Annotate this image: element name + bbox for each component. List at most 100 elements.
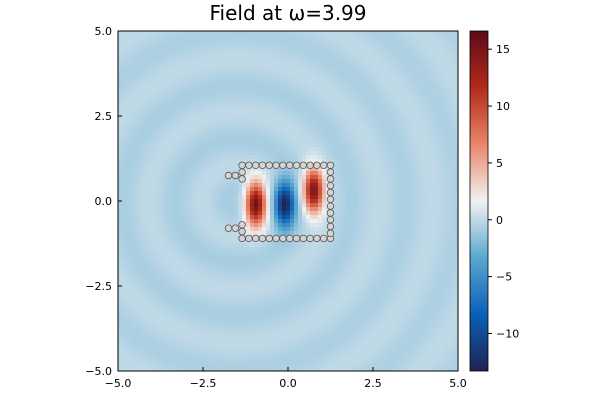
heatmap-cell xyxy=(166,159,171,164)
heatmap-cell xyxy=(238,251,243,256)
heatmap-cell xyxy=(278,255,283,260)
heatmap-cell xyxy=(338,183,343,188)
heatmap-cell xyxy=(282,47,287,52)
heatmap-cell xyxy=(278,151,283,156)
heatmap-cell xyxy=(146,111,151,116)
heatmap-cell xyxy=(310,335,315,340)
heatmap-cell xyxy=(206,155,211,160)
heatmap-cell xyxy=(158,231,163,236)
heatmap-cell xyxy=(178,231,183,236)
heatmap-cell xyxy=(158,31,163,36)
heatmap-cell xyxy=(254,295,259,300)
heatmap-cell xyxy=(250,155,255,160)
heatmap-cell xyxy=(330,343,335,348)
heatmap-cell xyxy=(310,307,315,312)
heatmap-cell xyxy=(350,215,355,220)
heatmap-cell xyxy=(202,263,207,268)
heatmap-cell xyxy=(166,163,171,168)
heatmap-cell xyxy=(230,91,235,96)
heatmap-cell xyxy=(274,263,279,268)
heatmap-cell xyxy=(242,187,247,192)
heatmap-cell xyxy=(306,247,311,252)
heatmap-cell xyxy=(270,247,275,252)
heatmap-cell xyxy=(326,131,331,136)
heatmap-cell xyxy=(334,31,339,36)
heatmap-cell xyxy=(162,207,167,212)
heatmap-cell xyxy=(302,347,307,352)
heatmap-cell xyxy=(146,247,151,252)
heatmap-cell xyxy=(254,151,259,156)
heatmap-cell xyxy=(342,143,347,148)
heatmap-cell xyxy=(182,307,187,312)
heatmap-cell xyxy=(234,59,239,64)
heatmap-cell xyxy=(302,115,307,120)
heatmap-cell xyxy=(154,147,159,152)
heatmap-cell xyxy=(250,179,255,184)
heatmap-cell xyxy=(258,367,263,371)
heatmap-cell xyxy=(206,39,211,44)
heatmap-cell xyxy=(186,287,191,292)
heatmap-cell xyxy=(282,147,287,152)
heatmap-cell xyxy=(142,195,147,200)
heatmap-cell xyxy=(210,163,215,168)
heatmap-cell xyxy=(338,115,343,120)
heatmap-cell xyxy=(174,75,179,80)
heatmap-cell xyxy=(278,315,283,320)
heatmap-cell xyxy=(126,219,131,224)
heatmap-cell xyxy=(334,331,339,336)
heatmap-cell xyxy=(226,67,231,72)
heatmap-cell xyxy=(318,127,323,132)
heatmap-cell xyxy=(162,307,167,312)
heatmap-cell xyxy=(122,119,127,124)
heatmap-cell xyxy=(294,299,299,304)
heatmap-cell xyxy=(226,79,231,84)
heatmap-cell xyxy=(182,319,187,324)
heatmap-cell xyxy=(346,219,351,224)
heatmap-cell xyxy=(334,123,339,128)
heatmap-cell xyxy=(214,215,219,220)
heatmap-cell xyxy=(154,175,159,180)
heatmap-cell xyxy=(318,139,323,144)
heatmap-cell xyxy=(162,347,167,352)
heatmap-cell xyxy=(142,355,147,360)
heatmap-cell xyxy=(262,275,267,280)
heatmap-cell xyxy=(310,347,315,352)
heatmap-cell xyxy=(198,31,203,36)
heatmap-cell xyxy=(142,219,147,224)
heatmap-cell xyxy=(210,83,215,88)
heatmap-cell xyxy=(302,191,307,196)
heatmap-cell xyxy=(138,59,143,64)
heatmap-cell xyxy=(194,95,199,100)
heatmap-cell xyxy=(270,127,275,132)
heatmap-cell xyxy=(294,187,299,192)
heatmap-cell xyxy=(138,115,143,120)
heatmap-cell xyxy=(190,275,195,280)
heatmap-cell xyxy=(150,119,155,124)
heatmap-cell xyxy=(342,235,347,240)
heatmap-cell xyxy=(286,31,291,36)
heatmap-cell xyxy=(294,223,299,228)
heatmap-cell xyxy=(346,147,351,152)
heatmap-cell xyxy=(318,263,323,268)
heatmap-cell xyxy=(286,87,291,92)
heatmap-cell xyxy=(238,255,243,260)
heatmap-cell xyxy=(286,291,291,296)
heatmap-cell xyxy=(330,75,335,80)
heatmap-cell xyxy=(154,343,159,348)
heatmap-cell xyxy=(238,327,243,332)
heatmap-cell xyxy=(334,67,339,72)
heatmap-cell xyxy=(222,59,227,64)
heatmap-cell xyxy=(286,363,291,368)
heatmap-cell xyxy=(338,31,343,36)
heatmap-cell xyxy=(234,163,239,168)
heatmap-cell xyxy=(350,43,355,48)
heatmap-cell xyxy=(226,283,231,288)
heatmap-cell xyxy=(210,259,215,264)
heatmap-cell xyxy=(210,35,215,40)
heatmap-cell xyxy=(174,355,179,360)
heatmap-cell xyxy=(238,195,243,200)
heatmap-cell xyxy=(210,87,215,92)
heatmap-cell xyxy=(286,207,291,212)
heatmap-cell xyxy=(126,191,131,196)
heatmap-cell xyxy=(126,295,131,300)
